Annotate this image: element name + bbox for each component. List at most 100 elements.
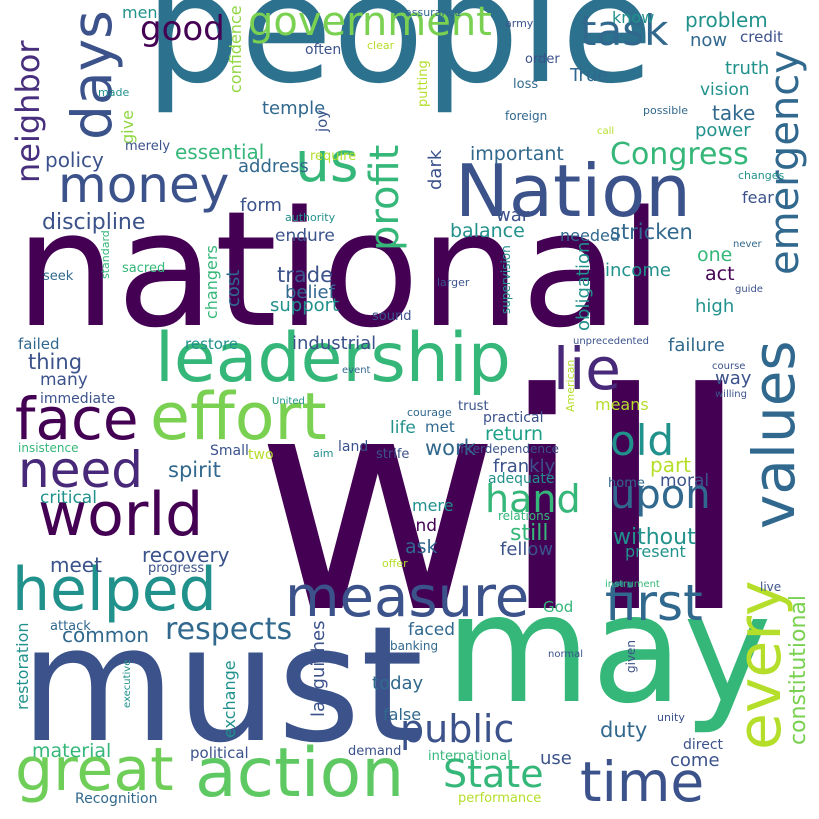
word-recognition: Recognition (75, 791, 158, 807)
word-respects: respects (165, 612, 293, 647)
word-american: American (564, 359, 577, 413)
word-made: made (98, 86, 130, 99)
word-act: act (705, 263, 735, 285)
word-home: home (608, 476, 645, 491)
word-call: call (597, 126, 615, 137)
word-clear: clear (367, 39, 395, 52)
word-common: common (62, 623, 150, 647)
word-income: income (605, 260, 671, 281)
word-one: one (697, 244, 733, 266)
word-willing: willing (715, 389, 747, 400)
word-discipline: discipline (42, 210, 146, 235)
word-duty: duty (600, 718, 648, 742)
word-know: know (612, 8, 655, 27)
word-temple: temple (262, 98, 326, 119)
word-good: good (140, 9, 225, 49)
word-immediate: immediate (40, 391, 116, 407)
word-seek: seek (43, 269, 74, 284)
word-relations: relations (498, 509, 550, 523)
word-possible: possible (643, 104, 689, 117)
word-two: two (248, 447, 274, 463)
word-face: face (15, 385, 139, 453)
word-putting: putting (416, 59, 431, 107)
word-many: many (40, 370, 88, 390)
word-hand: hand (485, 477, 581, 521)
word-end: end (405, 516, 438, 536)
word-failed: failed (18, 335, 60, 353)
word-stricken: stricken (610, 220, 693, 244)
word-authority: authority (285, 211, 336, 224)
word-national: national (15, 176, 664, 363)
word-fear: fear (742, 188, 774, 207)
word-courage: courage (407, 406, 452, 419)
word-address: address (238, 156, 309, 177)
word-strife: strife (376, 447, 410, 462)
word-men: men (122, 3, 158, 22)
word-measure: measure (285, 565, 530, 630)
word-dark: dark (425, 149, 446, 191)
word-restoration: restoration (13, 622, 32, 710)
word-profit: profit (362, 144, 408, 252)
word-restore: restore (185, 335, 239, 353)
word-problem: problem (685, 8, 768, 32)
word-faced: faced (408, 620, 455, 640)
word-form: form (240, 195, 282, 216)
word-effort: effort (150, 380, 327, 455)
word-guide: guide (735, 284, 763, 295)
word-confidence: confidence (226, 4, 245, 93)
word-offer: offer (382, 557, 408, 570)
word-values: values (740, 339, 808, 529)
word-attack: attack (50, 619, 91, 634)
word-meet: meet (50, 553, 102, 577)
word-government: government (248, 0, 492, 45)
word-languishes: languishes (308, 619, 329, 717)
word-executive: executive (122, 659, 133, 709)
word-first: first (605, 574, 703, 632)
word-never: never (733, 239, 762, 250)
word-way: way (715, 368, 752, 389)
word-leadership: leadership (155, 319, 511, 398)
word-state: State (443, 752, 544, 796)
word-fellow: fellow (500, 539, 554, 560)
word-important: important (470, 143, 564, 165)
word-emergency: emergency (762, 49, 808, 275)
word-need: need (18, 441, 143, 499)
word-people: people (145, 0, 654, 117)
word-order: order (525, 52, 560, 67)
word-insistence: insistence (18, 441, 79, 455)
word-thing: thing (28, 350, 83, 374)
word-progress: progress (148, 561, 205, 576)
word-live: live (760, 580, 782, 594)
word-political: political (190, 744, 249, 762)
word-met: met (425, 418, 455, 436)
word-banking: banking (390, 639, 439, 653)
word-life: life (390, 418, 416, 438)
word-come: come (670, 750, 720, 771)
word-may: may (445, 563, 772, 737)
word-small: Small (210, 443, 249, 459)
word-high: high (695, 296, 735, 317)
word-trust: trust (458, 399, 489, 414)
word-congress: Congress (610, 137, 749, 172)
word-international: international (428, 749, 511, 764)
word-recovery: recovery (142, 543, 230, 567)
word-upon: upon (610, 472, 711, 518)
word-neighbor: neighbor (9, 40, 47, 183)
word-support: support (270, 295, 340, 316)
word-changers: changers (202, 245, 221, 319)
word-given: given (624, 639, 638, 674)
word-return: return (485, 423, 544, 445)
word-united: United (272, 396, 305, 407)
word-means: means (595, 395, 649, 414)
word-use: use (540, 748, 572, 769)
word-event: event (342, 365, 371, 376)
word-essential: essential (175, 140, 265, 164)
word-joy: joy (313, 109, 331, 133)
word-belief: belief (285, 282, 335, 303)
word-practical: practical (483, 410, 544, 426)
word-vision: vision (700, 80, 750, 100)
word-task: task (580, 6, 669, 55)
word-trade: trade (277, 263, 333, 287)
word-course: course (712, 361, 746, 372)
